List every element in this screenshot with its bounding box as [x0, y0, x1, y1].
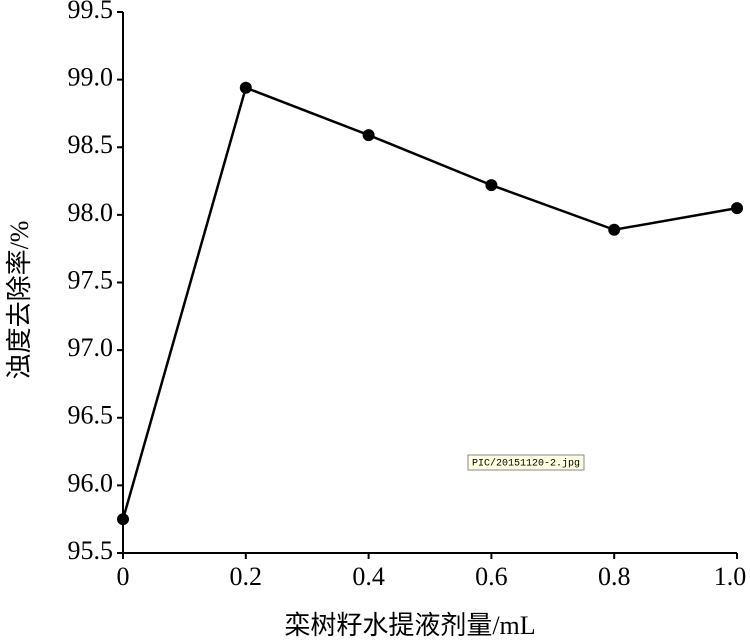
x-tick-label: 1.0 [714, 562, 747, 591]
y-tick-label: 99.0 [68, 63, 114, 92]
data-point [117, 513, 129, 526]
x-tick-label: 0 [117, 562, 130, 591]
y-tick-label: 99.5 [68, 0, 114, 24]
data-point [485, 179, 498, 192]
x-tick-label: 0.4 [352, 562, 385, 591]
y-tick-label: 97.5 [68, 265, 114, 294]
x-tick-label: 0.6 [475, 562, 508, 591]
y-axis-label: 浊度去除率/% [5, 221, 34, 380]
y-tick-label: 98.0 [68, 198, 114, 227]
y-tick-label: 95.5 [68, 536, 114, 565]
x-tick-label: 0.8 [598, 562, 631, 591]
data-point [731, 202, 743, 215]
data-point [362, 129, 375, 142]
y-tick-label: 97.0 [68, 333, 114, 362]
x-tick-label: 0.2 [230, 562, 263, 591]
data-point [608, 223, 621, 236]
data-line [121, 86, 738, 520]
x-axis-label: 栾树籽水提液剂量/mL [284, 611, 535, 640]
y-tick-label: 98.5 [68, 130, 114, 159]
y-tick-label: 96.5 [68, 401, 114, 430]
y-tick-label: 96.0 [68, 468, 114, 497]
annotation-box [467, 454, 585, 471]
annotation: PIC/20151120-2.jpg [472, 458, 580, 470]
data-point [239, 81, 252, 94]
